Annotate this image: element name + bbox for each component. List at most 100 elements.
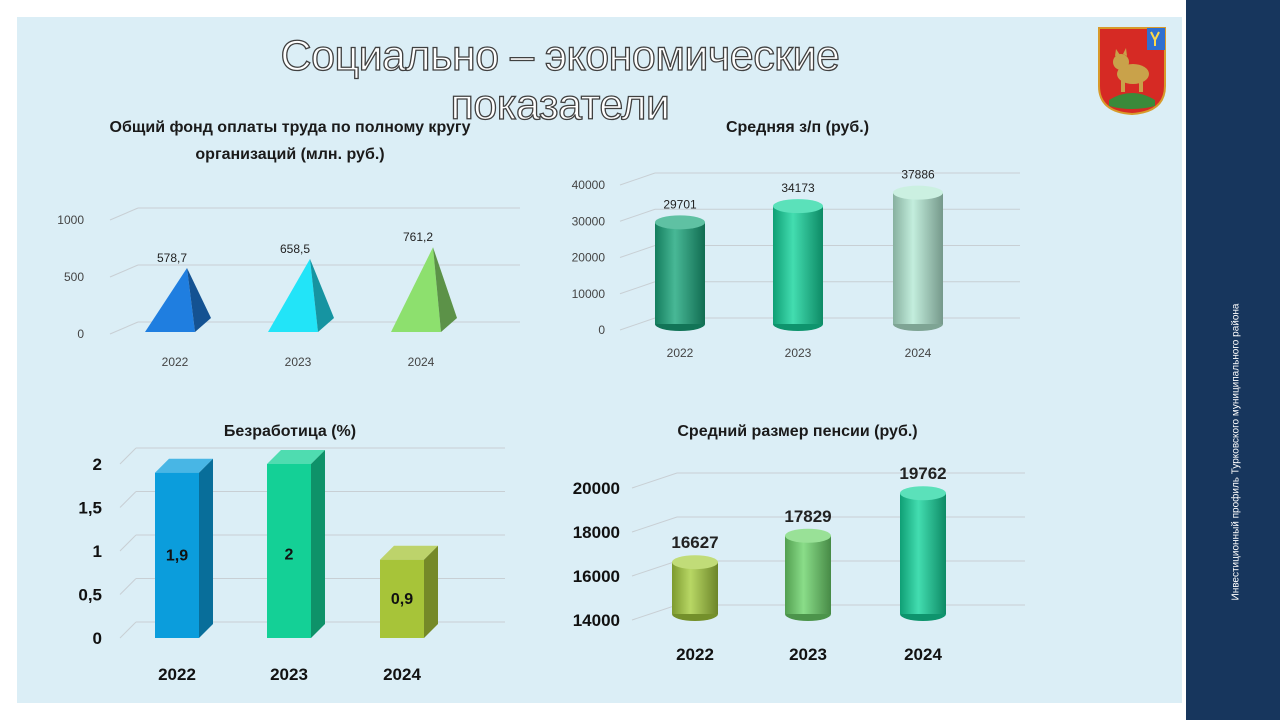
salary-ytick-label: 30000 bbox=[572, 214, 606, 228]
unemployment-ytick-label: 0,5 bbox=[78, 585, 102, 604]
fund-bar-face bbox=[145, 268, 195, 332]
salary-gridline bbox=[619, 281, 656, 295]
unemployment-bar-face bbox=[155, 472, 199, 638]
fund-gridline bbox=[109, 264, 139, 278]
fund-gridline bbox=[109, 321, 139, 335]
fund-bar bbox=[268, 258, 334, 332]
unemployment-x-tick-label: 2024 bbox=[383, 665, 421, 684]
pension-bar bbox=[785, 528, 831, 621]
salary-gridline bbox=[619, 317, 656, 331]
salary-ytick-label: 40000 bbox=[572, 178, 606, 192]
unemployment-data-label: 1,9 bbox=[166, 547, 188, 564]
pension-ytick-label: 20000 bbox=[573, 479, 620, 498]
salary-x-tick-label: 2024 bbox=[905, 346, 932, 360]
unemployment-ytick-label: 1 bbox=[93, 542, 102, 561]
unemployment-ytick-label: 1,5 bbox=[78, 498, 102, 517]
fund-bar-face bbox=[391, 247, 441, 332]
pension-data-label: 16627 bbox=[671, 533, 718, 552]
pension-gridline bbox=[631, 472, 678, 489]
fund-data-label: 658,5 bbox=[280, 242, 310, 256]
salary-bar bbox=[893, 185, 943, 331]
unemployment-bar-top bbox=[380, 545, 438, 560]
unemployment-gridline bbox=[119, 534, 137, 552]
pension-bar-body bbox=[785, 535, 831, 614]
salary-bar-body bbox=[773, 206, 823, 324]
fund-data-label: 761,2 bbox=[403, 230, 433, 244]
pension-bar-top bbox=[900, 486, 946, 501]
unemployment-bar-face bbox=[380, 559, 424, 638]
coat-of-arms-icon bbox=[1098, 27, 1166, 116]
pension-chart-title: Средний размер пенсии (руб.) bbox=[677, 423, 918, 440]
fund-bar-side bbox=[310, 258, 334, 332]
salary-ytick-label: 20000 bbox=[572, 251, 606, 265]
fund-bar-side bbox=[433, 247, 457, 332]
unemployment-chart-title: Безработица (%) bbox=[223, 423, 357, 440]
pension-gridline bbox=[631, 560, 678, 577]
salary-ytick-label: 10000 bbox=[572, 287, 606, 301]
salary-x-tick-label: 2023 bbox=[785, 346, 812, 360]
pension-bar-top bbox=[672, 555, 718, 570]
unemployment-bar bbox=[380, 545, 438, 638]
salary-x-tick-label: 2022 bbox=[667, 346, 694, 360]
salary-data-label: 34173 bbox=[781, 181, 815, 195]
unemployment-data-label: 2 bbox=[285, 547, 294, 564]
unemployment-x-tick-label: 2023 bbox=[270, 665, 308, 684]
salary-bar-body bbox=[893, 192, 943, 324]
fund-x-tick-label: 2024 bbox=[408, 355, 435, 369]
salary-bar-top bbox=[773, 199, 823, 214]
unemployment-bar bbox=[267, 450, 325, 638]
unemployment-bar-side bbox=[311, 450, 325, 638]
sidebar bbox=[1186, 0, 1280, 720]
unemployment-bar bbox=[155, 458, 213, 638]
salary-ytick-label: 0 bbox=[598, 323, 605, 337]
salary-data-label: 37886 bbox=[901, 168, 935, 182]
pension-gridline bbox=[631, 604, 678, 621]
salary-chart-title: Средняя з/п (руб.) bbox=[725, 119, 870, 136]
fund-bar bbox=[391, 247, 457, 332]
pension-bar-top bbox=[785, 528, 831, 543]
unemployment-bar-side bbox=[199, 458, 213, 638]
unemployment-data-label: 0,9 bbox=[391, 591, 413, 608]
salary-bar bbox=[655, 215, 705, 331]
pension-bar bbox=[672, 555, 718, 621]
fund-chart-title: Общий фонд оплаты труда по полному кругу… bbox=[109, 119, 471, 163]
salary-bar-body bbox=[655, 222, 705, 324]
unemployment-ytick-label: 2 bbox=[93, 455, 102, 474]
fund-data-label: 578,7 bbox=[157, 251, 187, 265]
unemployment-bar-face bbox=[267, 464, 311, 638]
unemployment-bar-top bbox=[267, 450, 325, 464]
fund-ytick-label: 500 bbox=[64, 270, 84, 284]
unemployment-bar-side bbox=[424, 545, 438, 638]
pension-bar-body bbox=[900, 493, 946, 614]
unemployment-ytick-label: 0 bbox=[93, 629, 102, 648]
pension-x-tick-label: 2023 bbox=[789, 645, 827, 664]
pension-ytick-label: 14000 bbox=[573, 611, 620, 630]
fund-ytick-label: 0 bbox=[77, 327, 84, 341]
page-title: Социально – экономические показатели bbox=[280, 31, 841, 129]
unemployment-x-tick-label: 2022 bbox=[158, 665, 196, 684]
salary-bar bbox=[773, 199, 823, 331]
fund-bar bbox=[145, 268, 211, 332]
pension-ytick-label: 16000 bbox=[573, 567, 620, 586]
fund-ytick-label: 1000 bbox=[57, 213, 84, 227]
pension-bar-body bbox=[672, 562, 718, 614]
fund-bar-side bbox=[187, 268, 211, 332]
fund-x-tick-label: 2022 bbox=[162, 355, 189, 369]
salary-gridline bbox=[619, 172, 656, 186]
pension-ytick-label: 18000 bbox=[573, 523, 620, 542]
pension-x-tick-label: 2022 bbox=[676, 645, 714, 664]
pension-data-label: 19762 bbox=[899, 464, 946, 483]
unemployment-gridline bbox=[119, 491, 137, 508]
unemployment-gridline bbox=[119, 621, 137, 639]
salary-gridline bbox=[619, 208, 656, 222]
fund-gridline bbox=[109, 207, 139, 221]
salary-bar-top bbox=[655, 215, 705, 230]
pension-data-label: 17829 bbox=[784, 507, 831, 526]
pension-gridline bbox=[631, 516, 678, 533]
unemployment-gridline bbox=[119, 578, 137, 595]
unemployment-bar-top bbox=[155, 458, 213, 473]
